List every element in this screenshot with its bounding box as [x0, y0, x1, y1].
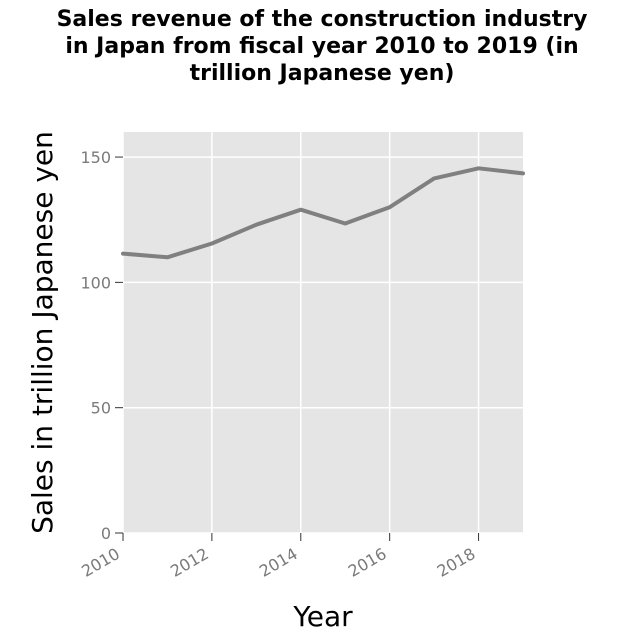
- data-point: [521, 171, 525, 175]
- x-tick-label: 2012: [167, 544, 212, 581]
- plot-panel: [123, 132, 523, 533]
- x-axis-label: Year: [292, 600, 353, 633]
- y-tick-label: 150: [80, 148, 111, 167]
- x-tick-label: 2014: [256, 544, 301, 581]
- y-tick-label: 100: [80, 273, 111, 292]
- data-point: [165, 255, 169, 259]
- data-point: [121, 252, 125, 256]
- x-tick-label: 2018: [434, 544, 479, 581]
- data-point: [254, 223, 258, 227]
- x-tick-label: 2016: [345, 544, 390, 581]
- data-point: [299, 208, 303, 212]
- x-tick-label: 2010: [78, 544, 123, 581]
- data-point: [210, 242, 214, 246]
- data-point: [343, 221, 347, 225]
- data-point: [477, 166, 481, 170]
- data-point: [432, 176, 436, 180]
- y-tick-label: 50: [91, 399, 111, 418]
- y-tick-label: 0: [101, 524, 111, 543]
- data-point: [388, 205, 392, 209]
- y-axis-label: Sales in trillion Japanese yen: [26, 131, 59, 534]
